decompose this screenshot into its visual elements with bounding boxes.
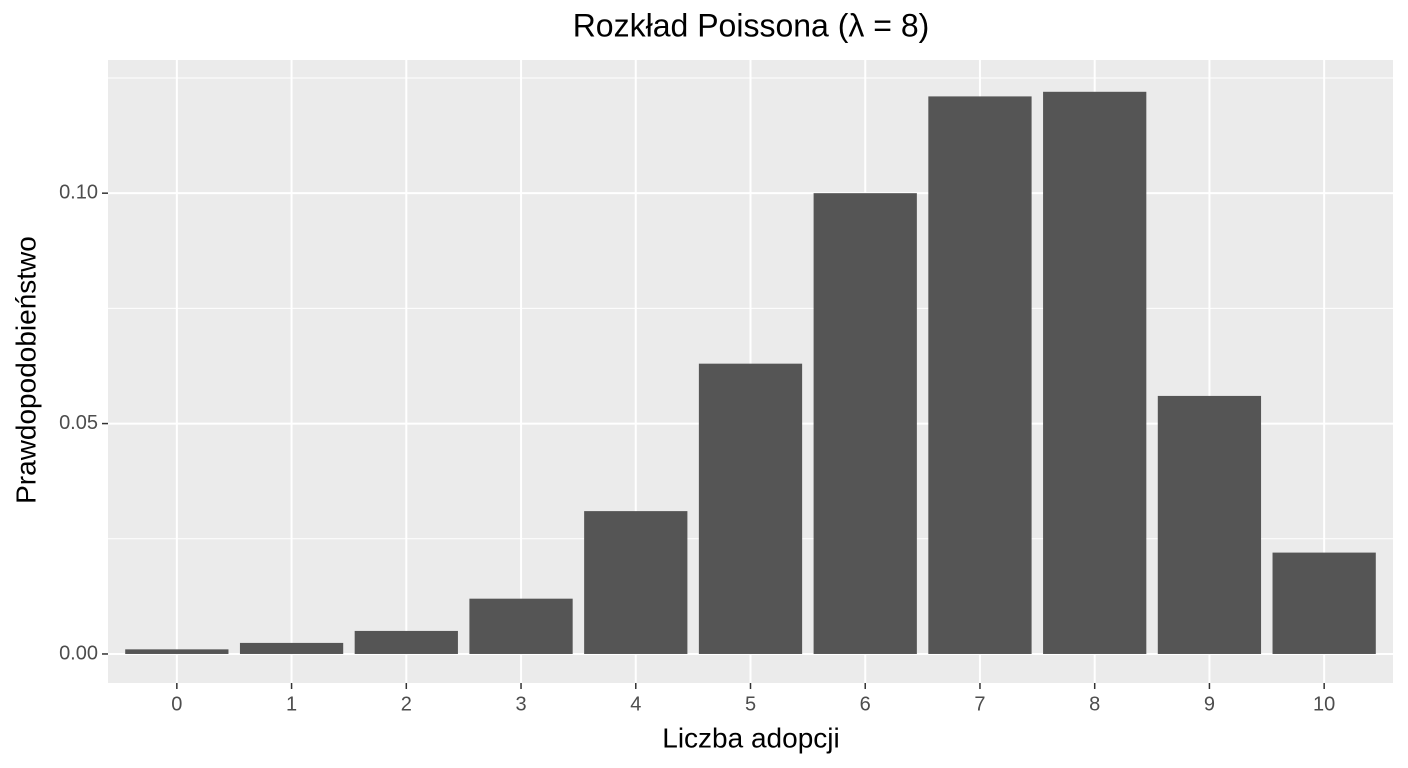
x-tick-label: 10 xyxy=(1313,693,1335,715)
bar xyxy=(813,193,917,654)
bar xyxy=(1043,91,1147,654)
bar xyxy=(698,363,803,654)
x-tick-label: 6 xyxy=(860,693,871,715)
y-tick-label: 0.10 xyxy=(59,181,98,203)
x-tick-label: 7 xyxy=(974,693,985,715)
x-tick-label: 1 xyxy=(286,693,297,715)
bar xyxy=(584,511,688,654)
bar xyxy=(928,96,1032,654)
x-tick-label: 3 xyxy=(515,693,526,715)
chart-title: Rozkład Poissona (λ = 8) xyxy=(573,7,930,43)
bar xyxy=(1272,552,1376,654)
x-axis-title: Liczba adopcji xyxy=(662,722,839,753)
x-tick-label: 0 xyxy=(171,693,182,715)
y-axis-title: Prawdopodobieństwo xyxy=(10,236,41,504)
x-tick-label: 2 xyxy=(401,693,412,715)
x-tick-label: 4 xyxy=(630,693,641,715)
bar xyxy=(1157,395,1262,654)
x-tick-label: 5 xyxy=(745,693,756,715)
x-tick-label: 8 xyxy=(1089,693,1100,715)
y-tick-label: 0.05 xyxy=(59,412,98,434)
x-tick-label: 9 xyxy=(1204,693,1215,715)
y-tick-label: 0.00 xyxy=(59,642,98,664)
bar xyxy=(354,630,458,654)
bar xyxy=(469,598,573,654)
bar xyxy=(239,642,344,654)
bar xyxy=(125,649,229,654)
